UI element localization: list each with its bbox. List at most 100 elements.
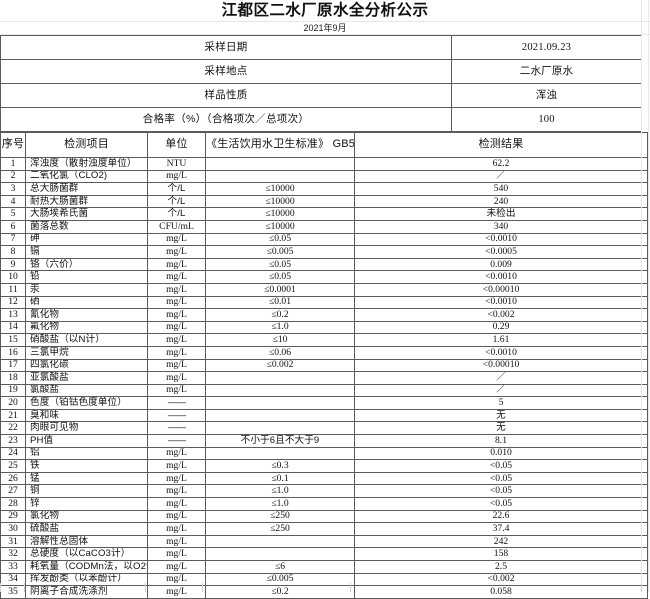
- cell-item: 硫酸盐: [25, 522, 148, 536]
- page-title: 江都区二水厂原水全分析公示: [221, 1, 429, 19]
- cell-result: 242: [354, 534, 648, 549]
- cell-no: 2: [0, 169, 26, 184]
- table-row: 32 总硬度（以CaCO3计） mg/L 158: [0, 547, 648, 561]
- cell-no: 10: [0, 270, 26, 284]
- info-row: 样品性质 浑浊: [0, 83, 642, 108]
- cell-unit: ——: [147, 396, 206, 410]
- cell-result: <0.00010: [354, 282, 648, 297]
- table-header-row: 序号 检测项目 单位 《生活饮用水卫生标准》 GB5749 检测结果: [0, 132, 648, 158]
- cell-result: 62.2: [354, 157, 648, 171]
- info-row: 采样地点 二水厂原水: [0, 59, 642, 84]
- info-label: 合格率（%）（合格项次／总项次）: [0, 107, 452, 132]
- table-row: 13 氰化物 mg/L ≤0.2 <0.002: [0, 308, 648, 322]
- cell-standard: ≤250: [205, 509, 355, 524]
- table-row: 30 硫酸盐 mg/L ≤250 37.4: [0, 522, 648, 536]
- info-value: 浑浊: [451, 83, 642, 108]
- cell-no: 18: [0, 371, 26, 385]
- cell-item: 铜: [25, 484, 148, 499]
- table-row: 23 PH值 —— 不小于6且不大于9 8.1: [0, 434, 648, 448]
- info-value: 100: [451, 107, 642, 132]
- cell-result: <0.0010: [354, 270, 648, 284]
- cell-standard: ≤6: [205, 560, 355, 574]
- page-subtitle: 2021年9月: [303, 23, 347, 33]
- table-row: 21 臭和味 —— 无: [0, 408, 648, 423]
- cell-item: 锌: [25, 497, 148, 511]
- cell-no: 17: [0, 358, 26, 373]
- info-row: 采样日期 2021.09.23: [0, 35, 642, 60]
- header-no: 序号: [0, 132, 26, 158]
- cell-result: 0.29: [354, 320, 648, 335]
- cell-item: 浑浊度（散射浊度单位）: [25, 157, 148, 171]
- info-label: 采样日期: [0, 35, 452, 60]
- cell-item: 氰化物: [25, 308, 148, 322]
- cell-result: <0.0010: [354, 232, 648, 247]
- cell-result: 240: [354, 194, 648, 209]
- cell-result: <0.002: [354, 308, 648, 322]
- cell-standard: [205, 408, 355, 423]
- cell-no: 13: [0, 308, 26, 322]
- sampling-info-body: 采样日期 2021.09.23 采样地点 二水厂原水 样品性质 浑浊 合格率（%）（合格项次…: [0, 35, 642, 132]
- analysis-results-body: 序号 检测项目 单位 《生活饮用水卫生标准》 GB5749 检测结果 1浑浊度（…: [0, 132, 648, 599]
- cell-no: 14: [0, 320, 26, 335]
- cell-result: 1.61: [354, 333, 648, 347]
- cell-result: 158: [354, 547, 648, 561]
- table-row: 6 菌落总数 CFU/mL ≤10000 340: [0, 219, 648, 234]
- cell-result: <0.05: [354, 484, 648, 499]
- cell-item: 硝酸盐（以N计）: [25, 333, 148, 347]
- table-row: 9 铬（六价） mg/L ≤0.05 0.009: [0, 257, 648, 272]
- cell-unit: mg/L: [147, 232, 206, 247]
- cell-standard: ≤10000: [205, 207, 355, 221]
- cell-unit: mg/L: [147, 547, 206, 561]
- cell-result: <0.05: [354, 471, 648, 486]
- info-row: 合格率（%）（合格项次／总项次） 100: [0, 107, 642, 132]
- cell-item: 耗氧量（CODMn法，以O2计）: [25, 560, 148, 574]
- cell-item: 耐热大肠菌群: [25, 194, 148, 209]
- cell-no: 16: [0, 345, 26, 360]
- cell-result: ／: [354, 169, 648, 184]
- table-row: 1 浑浊度（散射浊度单位） NTU 62.2: [0, 157, 648, 171]
- table-row: 31 溶解性总固体 mg/L 242: [0, 534, 648, 549]
- cell-unit: mg/L: [147, 295, 206, 310]
- cell-standard: ≤10: [205, 333, 355, 347]
- info-value: 2021.09.23: [451, 35, 642, 60]
- cell-item: 铅: [25, 270, 148, 284]
- cell-result: ／: [354, 383, 648, 398]
- header-unit: 单位: [147, 132, 206, 158]
- cell-standard: [205, 383, 355, 398]
- cell-unit: mg/L: [147, 446, 206, 461]
- cell-unit: mg/L: [147, 257, 206, 272]
- cell-item: 氯化物: [25, 509, 148, 524]
- cell-unit: ——: [147, 421, 206, 436]
- cell-standard: [205, 396, 355, 410]
- cell-result: <0.0010: [354, 345, 648, 360]
- cell-unit: mg/L: [147, 383, 206, 398]
- table-row: 25 铁 mg/L ≤0.3 <0.05: [0, 459, 648, 473]
- cell-item: 二氧化氯（CLO2): [25, 169, 148, 184]
- cell-item: 四氯化碳: [25, 358, 148, 373]
- cell-result: ／: [354, 371, 648, 385]
- table-row: 12 硒 mg/L ≤0.01 <0.0010: [0, 295, 648, 310]
- cell-unit: mg/L: [147, 484, 206, 499]
- cell-unit: ——: [147, 434, 206, 448]
- cell-standard: ≤0.05: [205, 257, 355, 272]
- cell-unit: mg/L: [147, 534, 206, 549]
- cell-item: 镉: [25, 245, 148, 259]
- cell-item: 砷: [25, 232, 148, 247]
- cell-result: 未检出: [354, 207, 648, 221]
- cell-result: 340: [354, 219, 648, 234]
- cell-unit: mg/L: [147, 308, 206, 322]
- cell-standard: ≤1.0: [205, 497, 355, 511]
- info-label: 样品性质: [0, 83, 452, 108]
- table-row: 5 大肠埃希氏菌 个/L ≤10000 未检出: [0, 207, 648, 221]
- cell-unit: 个/L: [147, 182, 206, 196]
- table-row: 28 锌 mg/L ≤1.0 <0.05: [0, 497, 648, 511]
- table-row: 34 挥发酚类（以苯酚计） mg/L ≤0.005 <0.002: [0, 572, 648, 587]
- info-value: 二水厂原水: [451, 59, 642, 84]
- cell-item: 锰: [25, 471, 148, 486]
- cell-item: 大肠埃希氏菌: [25, 207, 148, 221]
- cell-no: 22: [0, 421, 26, 436]
- info-label: 采样地点: [0, 59, 452, 84]
- cell-standard: ≤10000: [205, 219, 355, 234]
- cell-standard: ≤0.05: [205, 232, 355, 247]
- cell-result: 8.1: [354, 434, 648, 448]
